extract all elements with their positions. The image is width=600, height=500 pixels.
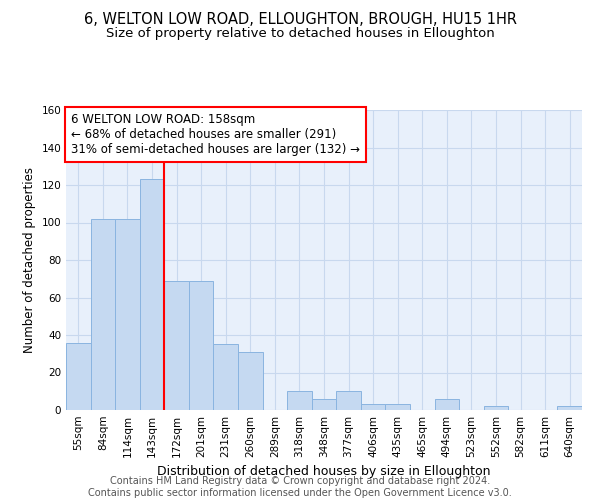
Bar <box>434 399 459 410</box>
X-axis label: Distribution of detached houses by size in Elloughton: Distribution of detached houses by size … <box>157 466 491 478</box>
Bar <box>361 404 385 410</box>
Text: 6 WELTON LOW ROAD: 158sqm
← 68% of detached houses are smaller (291)
31% of semi: 6 WELTON LOW ROAD: 158sqm ← 68% of detac… <box>71 113 360 156</box>
Bar <box>484 406 508 410</box>
Bar <box>214 344 238 410</box>
Y-axis label: Number of detached properties: Number of detached properties <box>23 167 36 353</box>
Bar <box>189 280 214 410</box>
Bar <box>557 406 582 410</box>
Text: Contains HM Land Registry data © Crown copyright and database right 2024.
Contai: Contains HM Land Registry data © Crown c… <box>88 476 512 498</box>
Bar <box>66 342 91 410</box>
Text: Size of property relative to detached houses in Elloughton: Size of property relative to detached ho… <box>106 28 494 40</box>
Bar <box>140 180 164 410</box>
Bar <box>164 280 189 410</box>
Bar <box>312 399 336 410</box>
Bar <box>287 391 312 410</box>
Bar <box>336 391 361 410</box>
Bar <box>91 219 115 410</box>
Bar <box>115 219 140 410</box>
Bar <box>385 404 410 410</box>
Bar <box>238 352 263 410</box>
Text: 6, WELTON LOW ROAD, ELLOUGHTON, BROUGH, HU15 1HR: 6, WELTON LOW ROAD, ELLOUGHTON, BROUGH, … <box>83 12 517 28</box>
